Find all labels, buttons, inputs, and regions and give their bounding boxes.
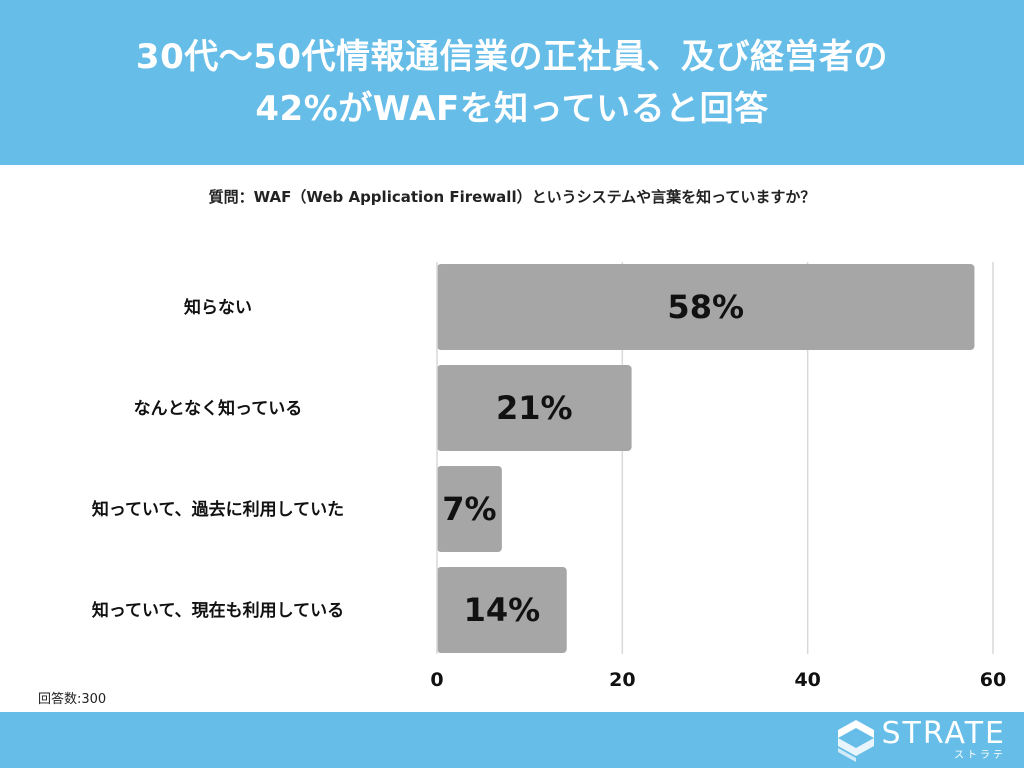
strate-logo-icon	[837, 720, 874, 762]
bar	[437, 264, 975, 350]
bar	[437, 365, 632, 451]
bar-chart: 58% 知らない 21% なんとなく知っている 7% 知っていて、過去に利用していた 14%…	[91, 262, 1006, 691]
category-label: 知らない	[183, 297, 252, 318]
question-text: 質問：WAF（Web Application Firewall）というシステムや…	[208, 188, 816, 206]
category-label: なんとなく知っている	[134, 398, 303, 419]
page-title-line-2: 42%がWAFを知っていると回答	[255, 88, 769, 129]
footer-banner: STRATE ストラテ	[0, 712, 1024, 768]
page-title-line-1: 30代〜50代情報通信業の正社員、及び経営者の	[135, 36, 889, 77]
x-tick-label: 40	[794, 669, 820, 691]
header-banner: 30代〜50代情報通信業の正社員、及び経営者の 42%がWAFを知っていると回答	[0, 0, 1024, 165]
data-label: 14%	[464, 591, 541, 629]
data-label: 58%	[667, 288, 744, 326]
strate-logo: STRATE ストラテ	[836, 718, 1006, 762]
respondent-count: 回答数:300	[38, 692, 107, 707]
logo-wordmark: STRATE	[881, 716, 1006, 751]
logo-subtitle: ストラテ	[954, 750, 1006, 761]
x-tick-label: 0	[430, 669, 443, 691]
category-label: 知っていて、現在も利用している	[91, 600, 344, 621]
data-label: 7%	[442, 490, 496, 528]
category-label: 知っていて、過去に利用していた	[91, 499, 344, 520]
bar	[437, 466, 502, 552]
bar	[437, 567, 567, 653]
data-label: 21%	[496, 389, 573, 427]
x-tick-label: 20	[609, 669, 635, 691]
x-tick-label: 60	[980, 669, 1006, 691]
